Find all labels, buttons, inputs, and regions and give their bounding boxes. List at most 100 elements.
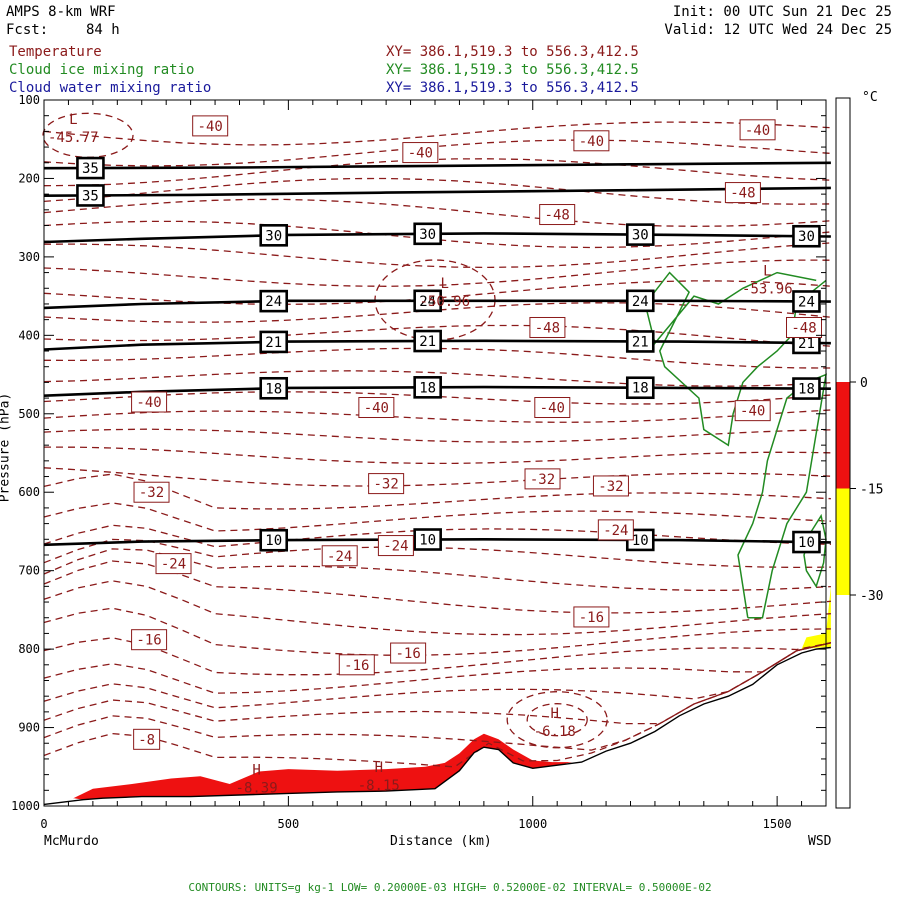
temperature-label-text: -48 xyxy=(535,320,560,336)
extremum-value: -53.96 xyxy=(742,282,793,298)
temperature-high-loop xyxy=(526,703,588,737)
temperature-label-box xyxy=(358,397,395,419)
temperature-label-box xyxy=(390,642,427,664)
x-axis-label: Distance (km) xyxy=(390,834,492,849)
temperature-label-box xyxy=(131,391,168,413)
extremum-value: -50.96 xyxy=(419,294,470,310)
y-tick-label: 200 xyxy=(18,171,40,185)
height-label-box xyxy=(413,289,442,313)
height-label-text: 10 xyxy=(419,533,436,549)
x-tick-label: 1000 xyxy=(518,817,547,831)
temperature-label-text: -40 xyxy=(408,146,433,162)
height-label-text: 30 xyxy=(632,228,649,244)
height-label-text: 24 xyxy=(798,294,815,310)
extremum-letter: H xyxy=(252,763,260,779)
temperature-label-box xyxy=(739,119,776,141)
y-tick-label: 100 xyxy=(18,93,40,107)
extremum-value: -8.15 xyxy=(358,778,400,794)
extremum-letter: H xyxy=(551,706,559,722)
colorbar-band xyxy=(836,488,850,595)
temperature-label-text: -8 xyxy=(138,732,155,748)
y-tick-label: 400 xyxy=(18,328,40,342)
temperature-label-text: -24 xyxy=(603,523,628,539)
height-label-text: 21 xyxy=(265,335,282,351)
temperature-label-box xyxy=(734,400,771,422)
temperature-label-box xyxy=(597,519,634,541)
height-label-box xyxy=(792,530,821,554)
temperature-label-box xyxy=(573,130,610,152)
temperature-label-box xyxy=(338,654,375,676)
height-label-text: 18 xyxy=(632,381,649,397)
temperature-contour xyxy=(43,637,832,676)
temperature-label-box xyxy=(321,545,358,567)
start-station-label: McMurdo xyxy=(44,834,99,849)
height-label-text: 24 xyxy=(632,294,649,310)
height-contour-35 xyxy=(43,161,831,170)
height-label-box xyxy=(76,156,105,180)
height-label-box xyxy=(413,329,442,353)
temperature-label-text: -48 xyxy=(545,208,570,224)
footer-contours-note: CONTOURS: UNITS=g kg-1 LOW= 0.20000E-03 … xyxy=(188,881,712,894)
height-label-box xyxy=(259,289,289,313)
temperature-label-text: -16 xyxy=(395,646,420,662)
temperature-label-box xyxy=(592,475,629,497)
temperature-label-box xyxy=(786,316,823,338)
temperature-label-text: -40 xyxy=(198,119,223,135)
colorbar-band xyxy=(836,382,850,489)
temperature-label-text: -24 xyxy=(327,549,352,565)
temperature-label-text: -16 xyxy=(579,610,604,626)
terrain-layer xyxy=(43,646,831,806)
model-title: AMPS 8-km WRF xyxy=(6,4,116,20)
y-tick-label: 1000 xyxy=(11,799,40,813)
y-axis-label: Pressure (hPa) xyxy=(0,392,13,503)
init-time: Init: 00 UTC Sun 21 Dec 25 xyxy=(672,4,892,20)
end-station-label: WSD xyxy=(808,834,832,849)
field-temperature-name: Temperature xyxy=(9,44,102,60)
temperature-label-text: -40 xyxy=(745,123,770,139)
temperature-label-box xyxy=(133,481,170,503)
temperature-contour xyxy=(43,121,831,146)
y-tick-label: 600 xyxy=(18,485,40,499)
temperature-label-box xyxy=(724,182,761,204)
extremum-value: -6.18 xyxy=(534,724,576,740)
forecast-value: 84 h xyxy=(86,22,120,38)
temperature-label-text: -40 xyxy=(579,134,604,150)
field-water-xy: XY= 386.1,519.3 to 556.3,412.5 xyxy=(386,80,639,96)
temperature-contour xyxy=(43,502,831,532)
temperature-label-box xyxy=(368,473,405,495)
y-tick-label: 900 xyxy=(18,721,40,735)
temperature-label-box xyxy=(133,728,161,750)
field-ice-name: Cloud ice mixing ratio xyxy=(9,62,195,78)
y-tick-label: 300 xyxy=(18,250,40,264)
height-label-text: 21 xyxy=(419,334,436,350)
temperature-label-box xyxy=(192,115,229,137)
height-label-box xyxy=(76,184,105,207)
temperature-label-text: -40 xyxy=(136,395,161,411)
height-label-text: 30 xyxy=(798,229,815,245)
extremum-value: -8.39 xyxy=(236,781,278,797)
temperature-contour xyxy=(43,242,831,269)
colorbar-band xyxy=(836,98,850,382)
temperature-label-text: -16 xyxy=(344,658,369,674)
temperature-contour xyxy=(43,446,831,465)
height-label-text: 30 xyxy=(265,228,282,244)
temperature-contour xyxy=(43,642,832,694)
temperature-label-text: -32 xyxy=(373,477,398,493)
plot-frame: 0 500 1000 1500 100 200 300 400 500 600 700 800 900 1… xyxy=(11,93,827,831)
terrain-line xyxy=(43,646,831,806)
height-label-box xyxy=(625,376,655,400)
height-label-text: 35 xyxy=(82,188,99,204)
extremum-letter: L xyxy=(69,112,77,128)
height-label-box xyxy=(259,330,289,354)
height-label-box xyxy=(625,223,655,246)
temperature-contour xyxy=(43,473,831,510)
temperature-label-box xyxy=(524,468,561,490)
colorbar-border xyxy=(835,97,851,809)
height-contour-35 xyxy=(43,186,831,197)
temperature-label-text: -32 xyxy=(598,479,623,495)
x-tick-label: 1500 xyxy=(763,817,792,831)
height-label-text: 35 xyxy=(82,161,99,177)
extremum-letter: H xyxy=(375,760,383,776)
